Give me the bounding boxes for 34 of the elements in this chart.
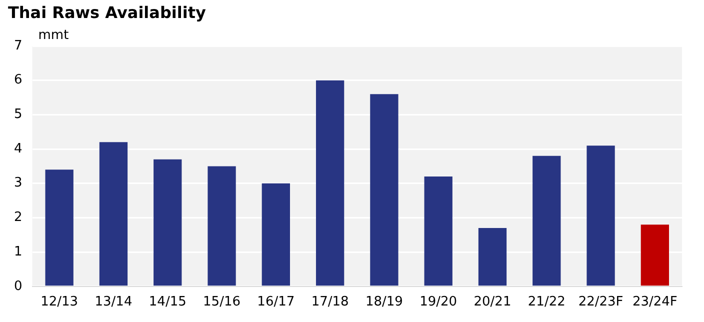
bar	[478, 228, 507, 286]
bar	[424, 176, 452, 286]
x-tick-label: 14/15	[148, 294, 186, 310]
x-tick-label: 20/21	[474, 294, 512, 310]
bar	[532, 156, 561, 286]
bar	[262, 183, 290, 286]
bar	[45, 170, 74, 286]
x-tick-label: 19/20	[420, 294, 458, 310]
x-tick-label: 16/17	[257, 294, 295, 310]
x-tick-label: 22/23F	[578, 294, 624, 310]
y-tick-label: 4	[14, 141, 22, 156]
x-tick-label: 12/13	[40, 294, 78, 310]
y-tick-label: 0	[14, 278, 22, 294]
bar	[208, 166, 236, 286]
y-tick-label: 6	[14, 72, 22, 88]
bar	[370, 94, 398, 286]
y-tick-label: 3	[14, 176, 22, 191]
y-tick-label: 7	[14, 38, 22, 54]
bar	[640, 224, 670, 286]
y-axis-title: mmt	[38, 28, 69, 43]
x-tick-label: 13/14	[94, 294, 132, 310]
x-tick-label: 15/16	[203, 294, 241, 310]
bar	[316, 80, 344, 286]
x-tick-label: 23/24F	[632, 294, 678, 310]
x-tick-label: 21/22	[528, 294, 566, 310]
x-tick-label: 17/18	[311, 294, 349, 310]
y-tick-label: 5	[14, 107, 22, 122]
bar	[154, 159, 182, 286]
chart-title: Thai Raws Availability	[8, 3, 206, 22]
bar	[586, 146, 615, 286]
x-tick-label: 18/19	[365, 294, 403, 310]
bar	[99, 142, 128, 286]
y-tick-label: 2	[14, 210, 22, 226]
y-tick-label: 1	[14, 244, 22, 260]
